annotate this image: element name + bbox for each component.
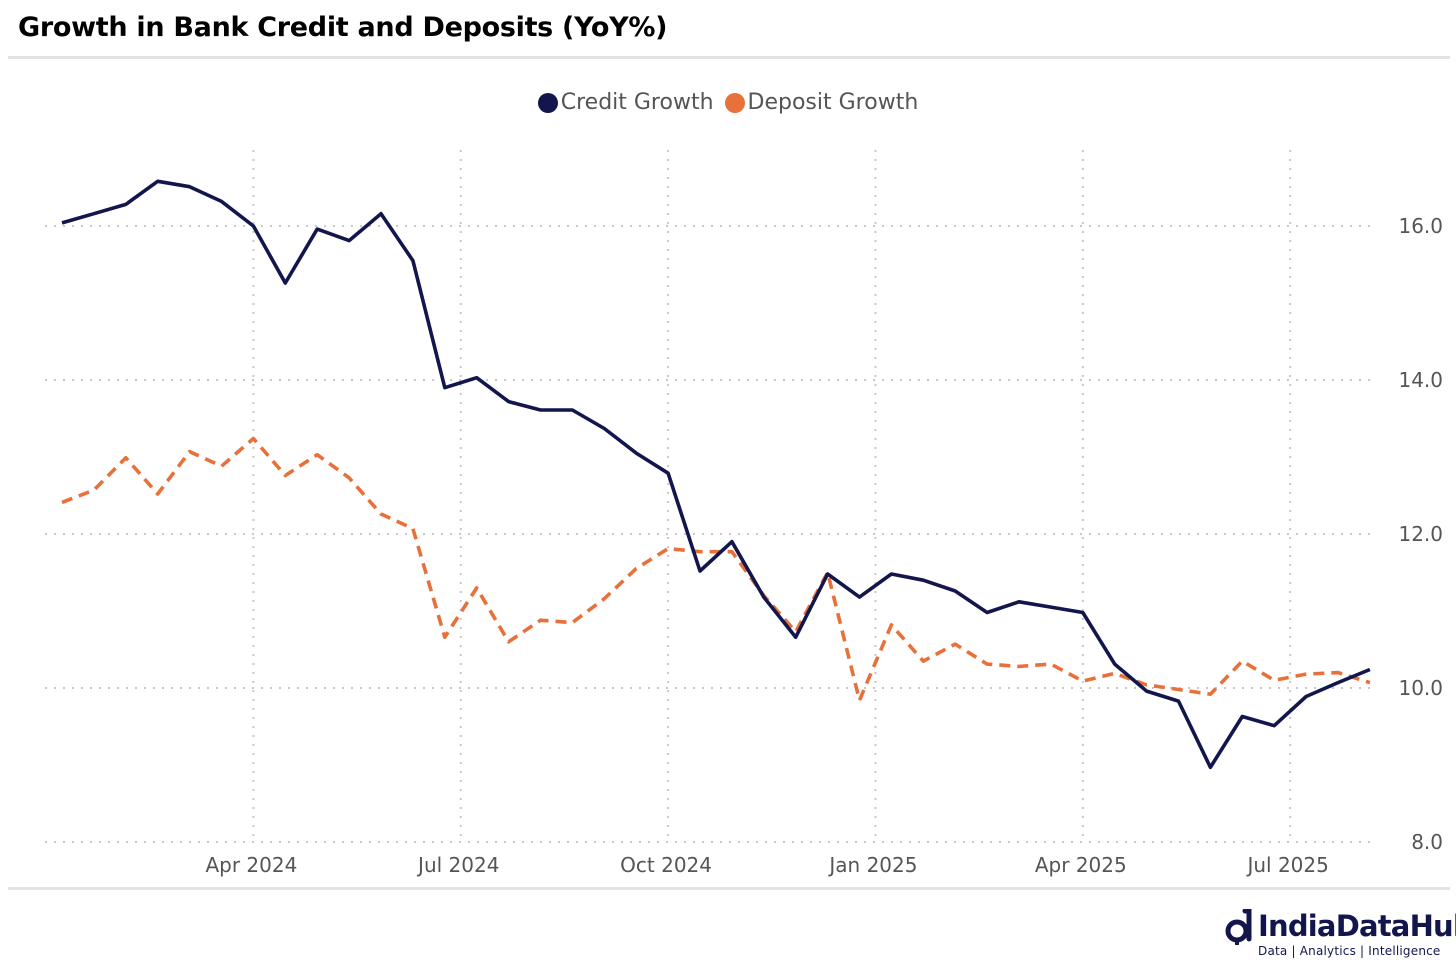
legend-label-deposit: Deposit Growth (747, 90, 919, 115)
y-tick-label: 8.0 (1411, 830, 1443, 854)
brand-tagline: Data | Analytics | Intelligence (1258, 944, 1441, 958)
x-tick-label: Jul 2025 (1245, 853, 1328, 877)
legend: Credit Growth Deposit Growth (0, 90, 1456, 119)
bottom-divider (8, 887, 1450, 890)
legend-label-credit: Credit Growth (560, 90, 714, 115)
y-tick-label: 14.0 (1398, 368, 1443, 392)
legend-marker-credit (537, 92, 558, 113)
legend-marker-deposit (724, 92, 745, 113)
x-tick-label: Oct 2024 (620, 853, 712, 877)
top-divider (8, 56, 1450, 59)
y-tick-label: 16.0 (1398, 214, 1443, 238)
series-line-deposit-growth (61, 436, 1371, 703)
brand-name: IndiaDataHub (1258, 909, 1456, 943)
x-tick-label: Jul 2024 (416, 853, 499, 877)
x-tick-label: Jan 2025 (827, 853, 917, 877)
legend-item-deposit[interactable]: Deposit Growth (724, 90, 919, 115)
chart-title: Growth in Bank Credit and Deposits (YoY%… (18, 12, 668, 43)
y-tick-label: 12.0 (1398, 522, 1443, 546)
brand-icon (1225, 909, 1252, 945)
series-line-credit-growth (61, 179, 1371, 770)
x-tick-label: Apr 2025 (1035, 853, 1127, 877)
brand-logo: IndiaDataHub Data | Analytics | Intellig… (1224, 905, 1456, 961)
y-tick-label: 10.0 (1398, 676, 1443, 700)
legend-item-credit[interactable]: Credit Growth (537, 90, 714, 115)
x-tick-label: Apr 2024 (205, 853, 297, 877)
